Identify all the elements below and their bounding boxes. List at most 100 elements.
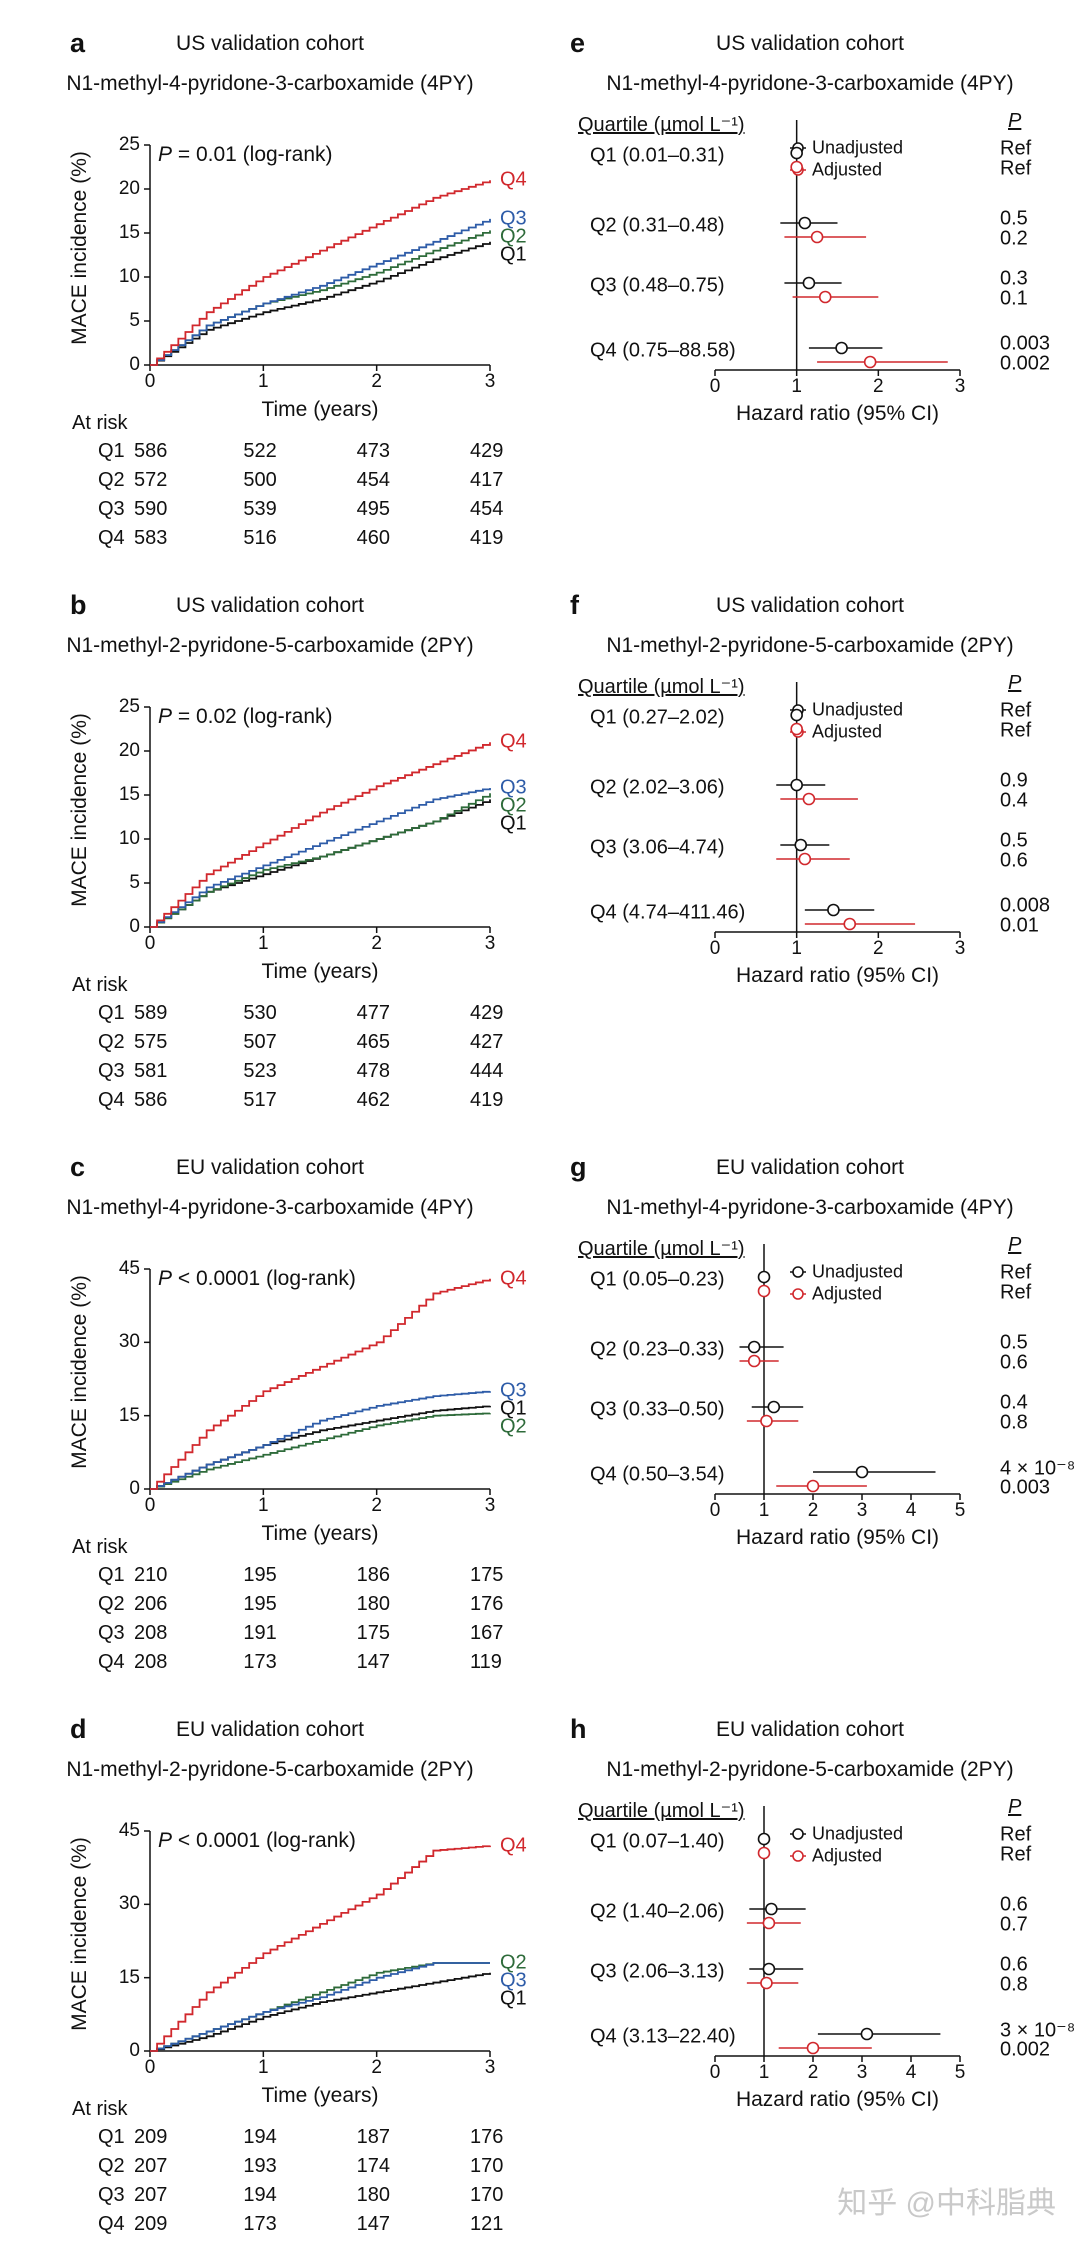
at-risk-count: 473 <box>356 440 391 462</box>
quartile-row-label: Q2 (0.31–0.48) <box>590 214 725 237</box>
panel-letter: c <box>70 1152 86 1182</box>
hr-marker-adj <box>757 1846 771 1860</box>
p-value-adjusted: 0.002 <box>1000 352 1051 375</box>
at-risk-group-label: Q3 <box>98 1060 125 1082</box>
x-tick-label: 2 <box>873 376 884 397</box>
hr-marker-unadj <box>765 1902 778 1916</box>
x-tick-label: 3 <box>484 1495 496 1516</box>
y-axis-label: MACE incidence (%) <box>68 713 91 907</box>
hr-marker-unadj <box>798 216 812 230</box>
quartile-row-label: Q4 (0.50–3.54) <box>590 1463 725 1486</box>
logrank-pvalue: P < 0.0001 (log-rank) <box>158 1267 356 1290</box>
quartile-row-label: Q3 (0.48–0.75) <box>590 274 725 297</box>
quartile-row-label: Q4 (3.13–22.40) <box>590 2025 736 2048</box>
quartile-column-header: Quartile (µmol L⁻¹) <box>578 1238 745 1260</box>
p-value-adjusted: Ref <box>1000 1281 1032 1304</box>
y-tick-label: 0 <box>129 354 140 375</box>
at-risk-group-label: Q1 <box>98 440 125 462</box>
hr-marker-adj <box>760 1976 773 1990</box>
at-risk-count: 465 <box>356 1031 391 1053</box>
at-risk-count: 173 <box>243 2213 277 2235</box>
at-risk-count: 193 <box>243 2155 277 2177</box>
p-value-adjusted: 0.7 <box>1000 1913 1028 1936</box>
at-risk-count: 208 <box>134 1622 168 1644</box>
panel-subtitle: US validation cohort <box>716 594 904 617</box>
quartile-row-label: Q3 (3.06–4.74) <box>590 836 725 859</box>
hr-marker-unadj <box>855 1465 869 1479</box>
p-value-unadjusted: 0.6 <box>1000 1893 1028 1916</box>
at-risk-group-label: Q2 <box>98 1031 125 1053</box>
km-plot-a <box>144 144 491 371</box>
series-end-label-q4: Q4 <box>500 1267 527 1290</box>
p-value-unadjusted: Ref <box>1000 699 1032 722</box>
legend-label-adjusted: Adjusted <box>812 721 883 742</box>
at-risk-count: 195 <box>243 1564 277 1586</box>
at-risk-count: 477 <box>356 1002 391 1024</box>
x-axis-label: Hazard ratio (95% CI) <box>735 1526 940 1549</box>
p-value-unadjusted: 3 × 10⁻⁸ <box>1000 2019 1076 2042</box>
at-risk-count: 517 <box>243 1089 277 1111</box>
at-risk-count: 586 <box>134 440 168 462</box>
at-risk-count: 522 <box>243 440 277 462</box>
x-tick-label: 0 <box>709 1500 721 1521</box>
at-risk-count: 121 <box>470 2213 504 2235</box>
at-risk-count: 209 <box>134 2213 168 2235</box>
p-value-unadjusted: 0.6 <box>1000 1953 1028 1976</box>
at-risk-count: 590 <box>134 498 168 520</box>
at-risk-count: 575 <box>134 1031 168 1053</box>
p-value-unadjusted: 0.3 <box>1000 267 1028 290</box>
at-risk-count: 530 <box>243 1002 277 1024</box>
hr-marker-adj <box>790 160 803 174</box>
legend-label-adjusted: Adjusted <box>812 159 883 180</box>
hr-marker-unadj <box>767 1400 781 1414</box>
x-tick-label: 2 <box>371 933 382 954</box>
forest-panel-e: e US validation cohort N1-methyl-4-pyridon… <box>540 0 1080 562</box>
y-tick-label: 20 <box>118 178 140 199</box>
km-panel-a: a US validation cohort N1-methyl-4-pyridon… <box>0 0 540 562</box>
panel-subtitle: US validation cohort <box>176 32 364 55</box>
y-axis-label: MACE incidence (%) <box>68 151 91 345</box>
p-column-header: P <box>1008 1234 1022 1256</box>
at-risk-count: 170 <box>470 2184 504 2206</box>
at-risk-count: 176 <box>470 2126 504 2148</box>
at-risk-count: 208 <box>134 1651 168 1673</box>
y-tick-label: 10 <box>118 266 140 287</box>
hr-marker-adj <box>810 230 824 244</box>
logrank-pvalue: P = 0.01 (log-rank) <box>158 143 333 166</box>
legend-label-unadjusted: Unadjusted <box>812 1823 904 1844</box>
x-tick-label: 1 <box>791 376 802 397</box>
at-risk-title: At risk <box>72 974 128 996</box>
hr-marker-unadj <box>757 1832 771 1846</box>
y-tick-label: 15 <box>118 1404 140 1426</box>
at-risk-count: 507 <box>243 1031 277 1053</box>
p-value-adjusted: 0.6 <box>1000 849 1028 872</box>
x-tick-label: 3 <box>484 933 496 954</box>
km-curve-q1 <box>150 799 491 928</box>
forest-plot-e <box>714 120 961 376</box>
x-tick-label: 3 <box>954 376 966 397</box>
hr-marker-adj <box>790 722 803 736</box>
x-axis-label: Time (years) <box>261 960 379 983</box>
hr-marker-unadj <box>790 708 803 722</box>
y-tick-label: 25 <box>118 134 140 155</box>
at-risk-group-label: Q1 <box>98 2126 125 2148</box>
at-risk-title: At risk <box>72 2098 128 2120</box>
km-curve-q2 <box>150 1412 491 1490</box>
at-risk-count: 523 <box>243 1060 277 1082</box>
p-value-adjusted: Ref <box>1000 157 1032 180</box>
hr-marker-adj <box>757 1284 771 1298</box>
at-risk-count: 206 <box>134 1593 168 1615</box>
at-risk-count: 583 <box>134 527 168 549</box>
p-column-header: P <box>1008 672 1022 694</box>
km-curve-q4 <box>150 1278 491 1490</box>
legend-label-unadjusted: Unadjusted <box>812 699 904 720</box>
p-value-unadjusted: 0.4 <box>1000 1391 1028 1414</box>
hr-marker-unadj <box>794 838 808 852</box>
quartile-column-header: Quartile (µmol L⁻¹) <box>578 114 745 136</box>
at-risk-count: 119 <box>470 1651 502 1673</box>
at-risk-count: 180 <box>356 2184 391 2206</box>
x-tick-label: 4 <box>905 1500 917 1521</box>
x-tick-label: 0 <box>144 933 156 954</box>
x-tick-label: 5 <box>954 1500 966 1521</box>
at-risk-count: 495 <box>356 498 391 520</box>
